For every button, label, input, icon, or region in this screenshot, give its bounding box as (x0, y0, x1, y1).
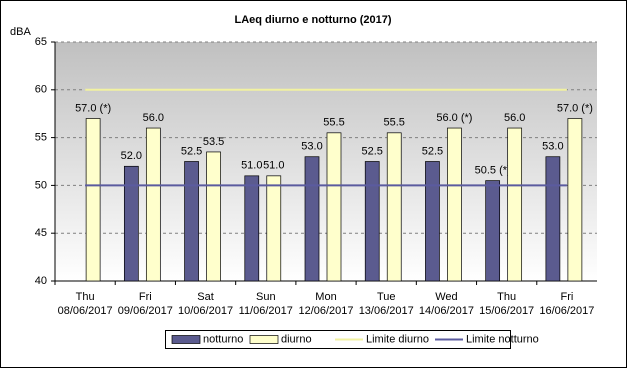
bar (304, 156, 320, 282)
value-label: 55.5 (323, 117, 344, 129)
bar (326, 132, 342, 282)
bar (266, 175, 282, 282)
x-tick-label: Wed (435, 291, 457, 303)
value-label: 53.0 (542, 141, 563, 153)
value-label: 52.5 (181, 145, 202, 157)
plot-area (55, 42, 597, 281)
bar (386, 132, 402, 282)
legend-swatch (249, 335, 279, 344)
bar (447, 127, 462, 282)
y-tick-label: 50 (35, 179, 47, 191)
value-label: 57.0 (*) (557, 102, 593, 114)
x-tick-label: Sat (197, 291, 214, 303)
bar (507, 127, 523, 282)
bar (206, 151, 221, 282)
x-tick-label: Tue (377, 291, 396, 303)
value-label: 56.0 (143, 112, 164, 124)
legend-label: Limite diurno (366, 333, 429, 345)
y-tick-label: 55 (35, 132, 47, 144)
bar (425, 161, 440, 282)
chart-title: LAeq diurno e notturno (2017) (234, 14, 391, 26)
bar (123, 165, 139, 282)
bar (184, 161, 199, 282)
bar (485, 180, 501, 282)
x-tick-label: Thu (497, 291, 516, 303)
x-tick-label: 10/06/2017 (178, 305, 233, 317)
legend-label: Limite notturno (466, 333, 539, 345)
value-label: 52.5 (422, 145, 443, 157)
bar (145, 127, 161, 282)
bar (545, 156, 561, 282)
y-tick-label: 60 (35, 84, 47, 96)
x-tick-label: 12/06/2017 (298, 305, 353, 317)
value-label: 52.0 (121, 150, 142, 162)
value-label: 55.5 (384, 117, 405, 129)
value-label: 51.0 (263, 160, 284, 172)
legend-label: diurno (281, 333, 312, 345)
value-label: 56.0 (*) (436, 112, 472, 124)
x-tick-label: Mon (315, 291, 336, 303)
legend-label: notturno (203, 333, 243, 345)
x-tick-label: Thu (76, 291, 95, 303)
value-label: 56.0 (504, 112, 525, 124)
bar (85, 118, 101, 282)
x-tick-label: 13/06/2017 (359, 305, 414, 317)
value-label: 51.0 (241, 160, 262, 172)
value-label: 57.0 (*) (75, 102, 111, 114)
y-tick-label: 65 (35, 36, 47, 48)
value-label: 50.5 (*) (475, 165, 511, 177)
value-label: 52.5 (362, 145, 383, 157)
bar (364, 161, 380, 282)
x-tick-label: 08/06/2017 (58, 305, 113, 317)
legend-swatch (171, 335, 201, 344)
bar (567, 118, 583, 282)
x-tick-label: Fri (139, 291, 152, 303)
x-tick-label: 09/06/2017 (118, 305, 173, 317)
y-tick-label: 40 (35, 275, 47, 287)
x-tick-label: 11/06/2017 (239, 305, 293, 317)
x-tick-label: 16/06/2017 (539, 305, 594, 317)
x-tick-label: Sun (256, 291, 276, 303)
x-tick-label: 14/06/2017 (419, 305, 474, 317)
x-tick-label: Fri (560, 291, 573, 303)
y-tick-label: 45 (35, 227, 47, 239)
x-tick-label: 15/06/2017 (479, 305, 534, 317)
y-axis-label: dBA (10, 26, 31, 38)
bar (244, 175, 260, 282)
value-label: 53.0 (301, 141, 322, 153)
value-label: 53.5 (203, 136, 224, 148)
